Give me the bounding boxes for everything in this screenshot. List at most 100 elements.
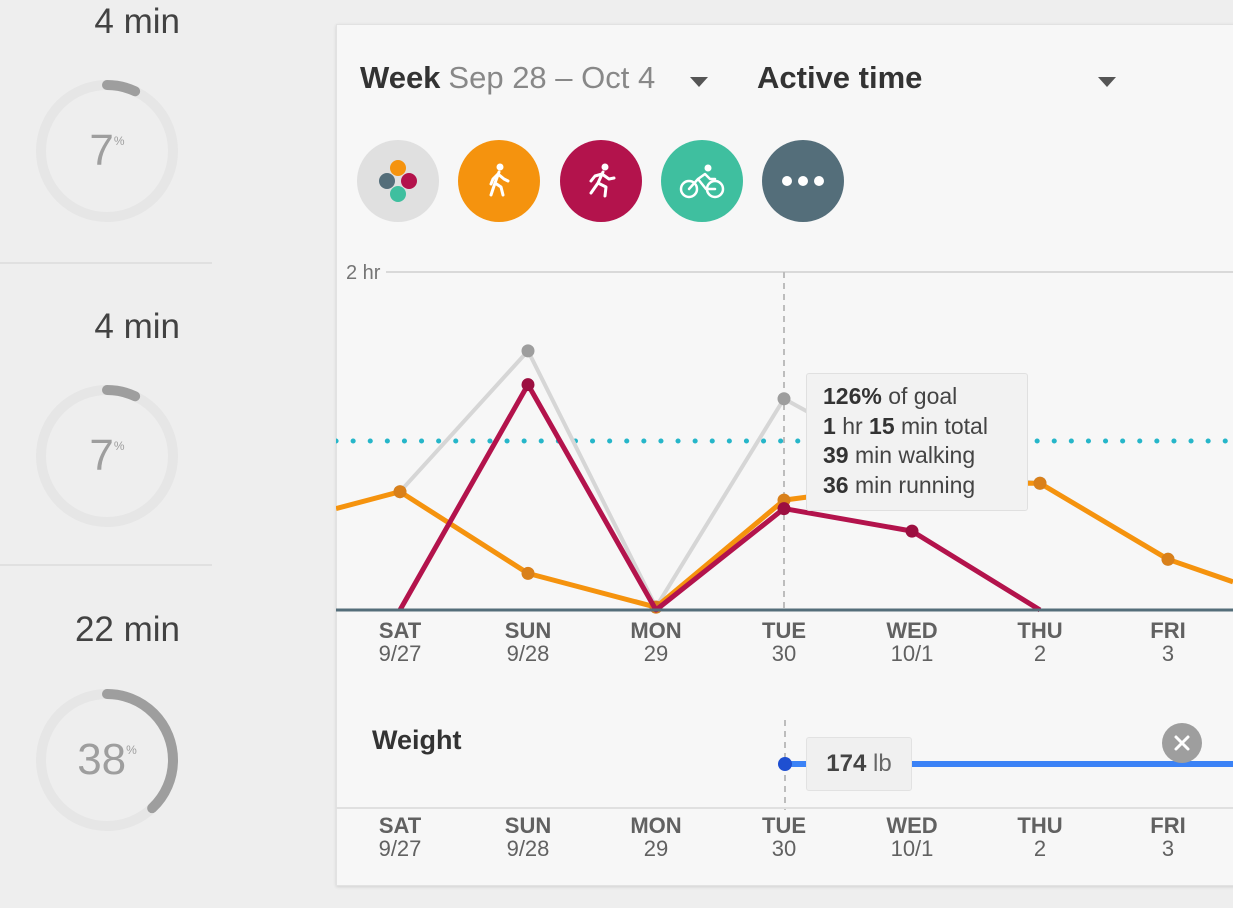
- ring-fill: [36, 689, 178, 831]
- x-tick-day: SAT: [378, 618, 422, 643]
- x-tick-mon: MON 29: [616, 619, 696, 665]
- tooltip-walking: 39 min walking: [823, 442, 976, 468]
- x-tick-wed: WED 10/1: [872, 619, 952, 665]
- point-running-sun: [521, 378, 535, 392]
- weight-chart[interactable]: [336, 715, 1233, 810]
- x-tick-sun: SUN 9/28: [488, 619, 568, 665]
- x-tick-day: FRI: [1150, 618, 1186, 643]
- x-tick-day: THU: [1017, 813, 1063, 838]
- y-axis-max-label: 2 hr: [346, 262, 381, 284]
- weight-value: 174: [826, 750, 867, 777]
- activity-chart[interactable]: 2 hr: [336, 255, 1233, 615]
- weight-x-axis-labels: SAT 9/27 SUN 9/28 MON 29 TUE 30 WED 10/1 THU 2 FRI 3: [336, 814, 1233, 864]
- x-tick-tue: TUE 30: [744, 619, 824, 665]
- percent-sign: %: [126, 743, 137, 757]
- filter-running[interactable]: [560, 140, 642, 222]
- stat-item[interactable]: 4 min 7%: [0, 0, 212, 300]
- series-line-total: [398, 348, 1170, 610]
- stat-item[interactable]: 22 min 38%: [0, 608, 212, 908]
- sidebar: 4 min 7% 4 min 7% 22 min 38%: [0, 0, 212, 865]
- progress-ring: 7%: [32, 76, 182, 226]
- metric-selector[interactable]: Active time: [757, 60, 922, 96]
- weight-unit: lb: [873, 750, 892, 777]
- filter-walking[interactable]: [458, 140, 540, 222]
- ring-fill: [36, 385, 178, 527]
- running-icon: [589, 163, 616, 198]
- x-tick-day: FRI: [1150, 813, 1186, 838]
- tooltip-goal: 126% of goal: [823, 383, 958, 409]
- ring-fill: [36, 80, 178, 222]
- x-tick-day: TUE: [762, 618, 806, 643]
- stat-item[interactable]: 4 min 7%: [0, 305, 212, 605]
- filter-all-activities[interactable]: [357, 140, 439, 222]
- x-tick-date: 9/28: [506, 836, 550, 861]
- biking-icon: [679, 164, 725, 199]
- x-tick-date: 10/1: [890, 641, 934, 666]
- percent-value: 7: [89, 126, 114, 175]
- x-tick-sun: SUN 9/28: [488, 814, 568, 860]
- stat-duration: 22 min: [74, 610, 180, 649]
- point-running-tue: [777, 502, 791, 516]
- x-tick-date: 10/1: [890, 836, 934, 861]
- multicolor-dots-icon: [379, 160, 417, 202]
- period-dropdown-icon[interactable]: [690, 77, 708, 87]
- filter-more[interactable]: [762, 140, 844, 222]
- x-tick-date: 2: [1033, 641, 1047, 666]
- x-tick-date: 30: [771, 836, 797, 861]
- x-tick-date: 9/27: [378, 641, 422, 666]
- close-weight-button[interactable]: [1162, 723, 1202, 763]
- x-tick-mon: MON 29: [616, 814, 696, 860]
- percent-value: 38: [77, 735, 127, 784]
- divider: [0, 262, 212, 264]
- point-walking-thu: [1033, 476, 1047, 490]
- point-total-tue: [777, 392, 791, 406]
- x-tick-date: 3: [1161, 836, 1175, 861]
- x-tick-day: SUN: [504, 813, 552, 838]
- x-tick-fri: FRI 3: [1128, 814, 1208, 860]
- x-tick-day: MON: [630, 813, 682, 838]
- metric-label: Active time: [757, 60, 923, 95]
- progress-ring-svg: [36, 385, 178, 527]
- progress-ring-svg: [36, 689, 178, 831]
- date-range: Sep 28 – Oct 4: [448, 60, 656, 95]
- close-icon: [1174, 735, 1190, 751]
- ring-percent: 38%: [32, 685, 182, 835]
- x-tick-date: 30: [771, 641, 797, 666]
- progress-ring: 7%: [32, 381, 182, 531]
- x-tick-day: THU: [1017, 618, 1063, 643]
- x-tick-date: 9/27: [378, 836, 422, 861]
- filter-biking[interactable]: [661, 140, 743, 222]
- tooltip-running: 36 min running: [823, 471, 976, 498]
- x-tick-day: SAT: [378, 813, 422, 838]
- point-walking-fri: [1161, 552, 1175, 566]
- chart-tooltip: 126% of goal 1 hr 15 min total 39 min wa…: [806, 373, 1028, 511]
- metric-dropdown-icon[interactable]: [1098, 77, 1116, 87]
- x-tick-thu: THU 2: [1000, 619, 1080, 665]
- progress-ring: 38%: [32, 685, 182, 835]
- point-running-wed: [905, 524, 919, 538]
- x-tick-day: WED: [886, 813, 938, 838]
- x-tick-sat: SAT 9/27: [360, 619, 440, 665]
- more-dots-icon: [782, 176, 824, 186]
- x-tick-wed: WED 10/1: [872, 814, 952, 860]
- tooltip-total: 1 hr 15 min total: [823, 412, 988, 439]
- percent-sign: %: [113, 134, 125, 148]
- x-tick-day: MON: [630, 618, 682, 643]
- x-tick-tue: TUE 30: [744, 814, 824, 860]
- walking-icon: [489, 163, 510, 197]
- ring-percent: 7%: [32, 381, 182, 531]
- point-walking-sun: [521, 566, 535, 580]
- x-tick-date: 9/28: [506, 641, 550, 666]
- point-total-sun: [521, 344, 535, 358]
- x-tick-sat: SAT 9/27: [360, 814, 440, 860]
- period-selector[interactable]: Week Sep 28 – Oct 4: [360, 60, 655, 96]
- x-tick-day: TUE: [762, 813, 806, 838]
- point-walking-sat: [393, 485, 407, 499]
- ring-percent: 7%: [32, 76, 182, 226]
- x-tick-day: SUN: [504, 618, 552, 643]
- weight-label: Weight: [372, 725, 462, 755]
- x-tick-day: WED: [886, 618, 938, 643]
- progress-ring-svg: [36, 80, 178, 222]
- series-line-running: [397, 382, 1042, 613]
- x-axis-labels: SAT 9/27 SUN 9/28 MON 29 TUE 30 WED 10/1 THU 2 FRI 3: [336, 619, 1233, 669]
